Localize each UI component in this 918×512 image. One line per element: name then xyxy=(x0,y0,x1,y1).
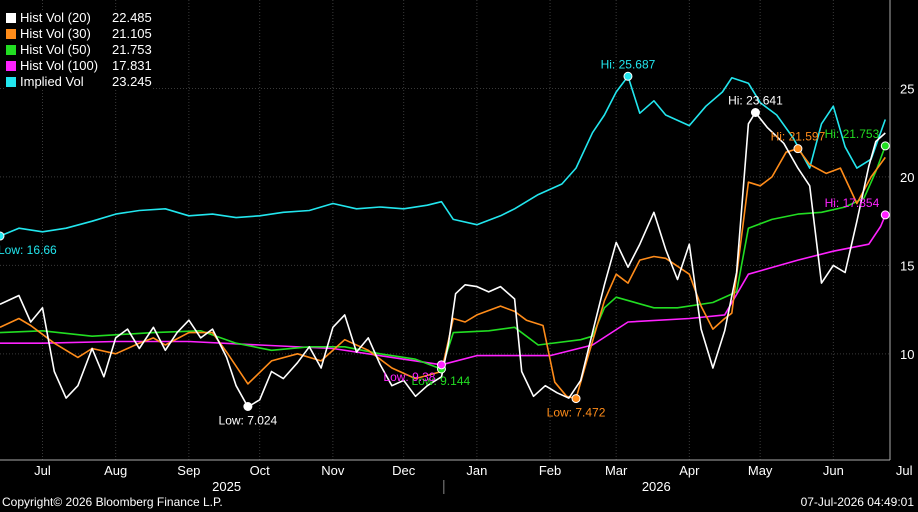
legend-swatch xyxy=(6,29,16,39)
extreme-label: Low: 16.66 xyxy=(0,243,57,257)
y-tick-label: 25 xyxy=(900,81,914,96)
legend-label: Implied Vol xyxy=(20,74,84,89)
extreme-label: Hi: 25.687 xyxy=(601,57,656,71)
legend-value: 22.485 xyxy=(112,10,152,25)
series-line xyxy=(0,111,886,408)
series-line xyxy=(0,75,887,237)
legend-item[interactable]: Hist Vol (20) 22.485 xyxy=(6,10,152,26)
extreme-marker xyxy=(243,401,253,411)
extreme-marker xyxy=(880,210,890,220)
timestamp-text: 07-Jul-2026 04:49:01 xyxy=(800,495,914,509)
legend-swatch xyxy=(6,77,16,87)
legend-value: 23.245 xyxy=(112,74,152,89)
y-tick-label: 15 xyxy=(900,258,914,273)
x-tick-label: Oct xyxy=(250,463,271,478)
extreme-label: Hi: 23.641 xyxy=(728,94,783,108)
x-tick-label: Nov xyxy=(321,463,345,478)
year-label: 2025 xyxy=(212,479,241,494)
series-line xyxy=(0,147,886,400)
extreme-label: Hi: 21.753 xyxy=(825,127,880,141)
x-tick-label: Aug xyxy=(104,463,127,478)
legend-label: Hist Vol (20) xyxy=(20,10,91,25)
x-tick-label: Jan xyxy=(466,463,487,478)
y-tick-label: 10 xyxy=(900,347,914,362)
legend-item[interactable]: Hist Vol (100) 17.831 xyxy=(6,58,152,74)
series-line xyxy=(0,145,887,370)
extreme-label: Hi: 17.854 xyxy=(825,196,880,210)
legend-swatch xyxy=(6,45,16,55)
legend-swatch xyxy=(6,61,16,71)
x-tick-label: Apr xyxy=(679,463,700,478)
legend-label: Hist Vol (100) xyxy=(20,58,99,73)
y-tick-label: 20 xyxy=(900,170,914,185)
x-tick-label: Feb xyxy=(539,463,561,478)
x-tick-label: Mar xyxy=(605,463,628,478)
extreme-marker xyxy=(0,231,5,241)
x-tick-label: Dec xyxy=(392,463,416,478)
extreme-marker xyxy=(793,144,803,154)
extreme-label: Low: 7.024 xyxy=(219,413,278,427)
x-tick-label: Jul xyxy=(896,463,913,478)
legend-item[interactable]: Hist Vol (50) 21.753 xyxy=(6,42,152,58)
legend-item[interactable]: Hist Vol (30) 21.105 xyxy=(6,26,152,42)
extreme-marker xyxy=(623,71,633,81)
extreme-label: Low: 9.144 xyxy=(411,374,470,388)
extreme-label: Hi: 21.597 xyxy=(771,130,826,144)
legend-value: 21.753 xyxy=(112,42,152,57)
legend-value: 21.105 xyxy=(112,26,152,41)
year-label: 2026 xyxy=(642,479,671,494)
x-tick-label: Sep xyxy=(177,463,200,478)
extreme-marker xyxy=(880,141,890,151)
extreme-marker xyxy=(571,394,581,404)
x-tick-label: Jun xyxy=(823,463,844,478)
legend-value: 17.831 xyxy=(112,58,152,73)
series-line xyxy=(0,214,887,366)
extreme-label: Low: 9.38 xyxy=(383,370,435,384)
x-tick-label: May xyxy=(748,463,773,478)
legend: Hist Vol (20) 22.485 Hist Vol (30) 21.10… xyxy=(6,10,152,90)
legend-item[interactable]: Implied Vol 23.245 xyxy=(6,74,152,90)
legend-label: Hist Vol (30) xyxy=(20,26,91,41)
legend-label: Hist Vol (50) xyxy=(20,42,91,57)
x-tick-label: Jul xyxy=(34,463,51,478)
extreme-label: Low: 7.472 xyxy=(547,406,606,420)
extreme-marker xyxy=(750,108,760,118)
legend-swatch xyxy=(6,13,16,23)
copyright-text: Copyright© 2026 Bloomberg Finance L.P. xyxy=(2,495,223,509)
extreme-marker xyxy=(436,360,446,370)
